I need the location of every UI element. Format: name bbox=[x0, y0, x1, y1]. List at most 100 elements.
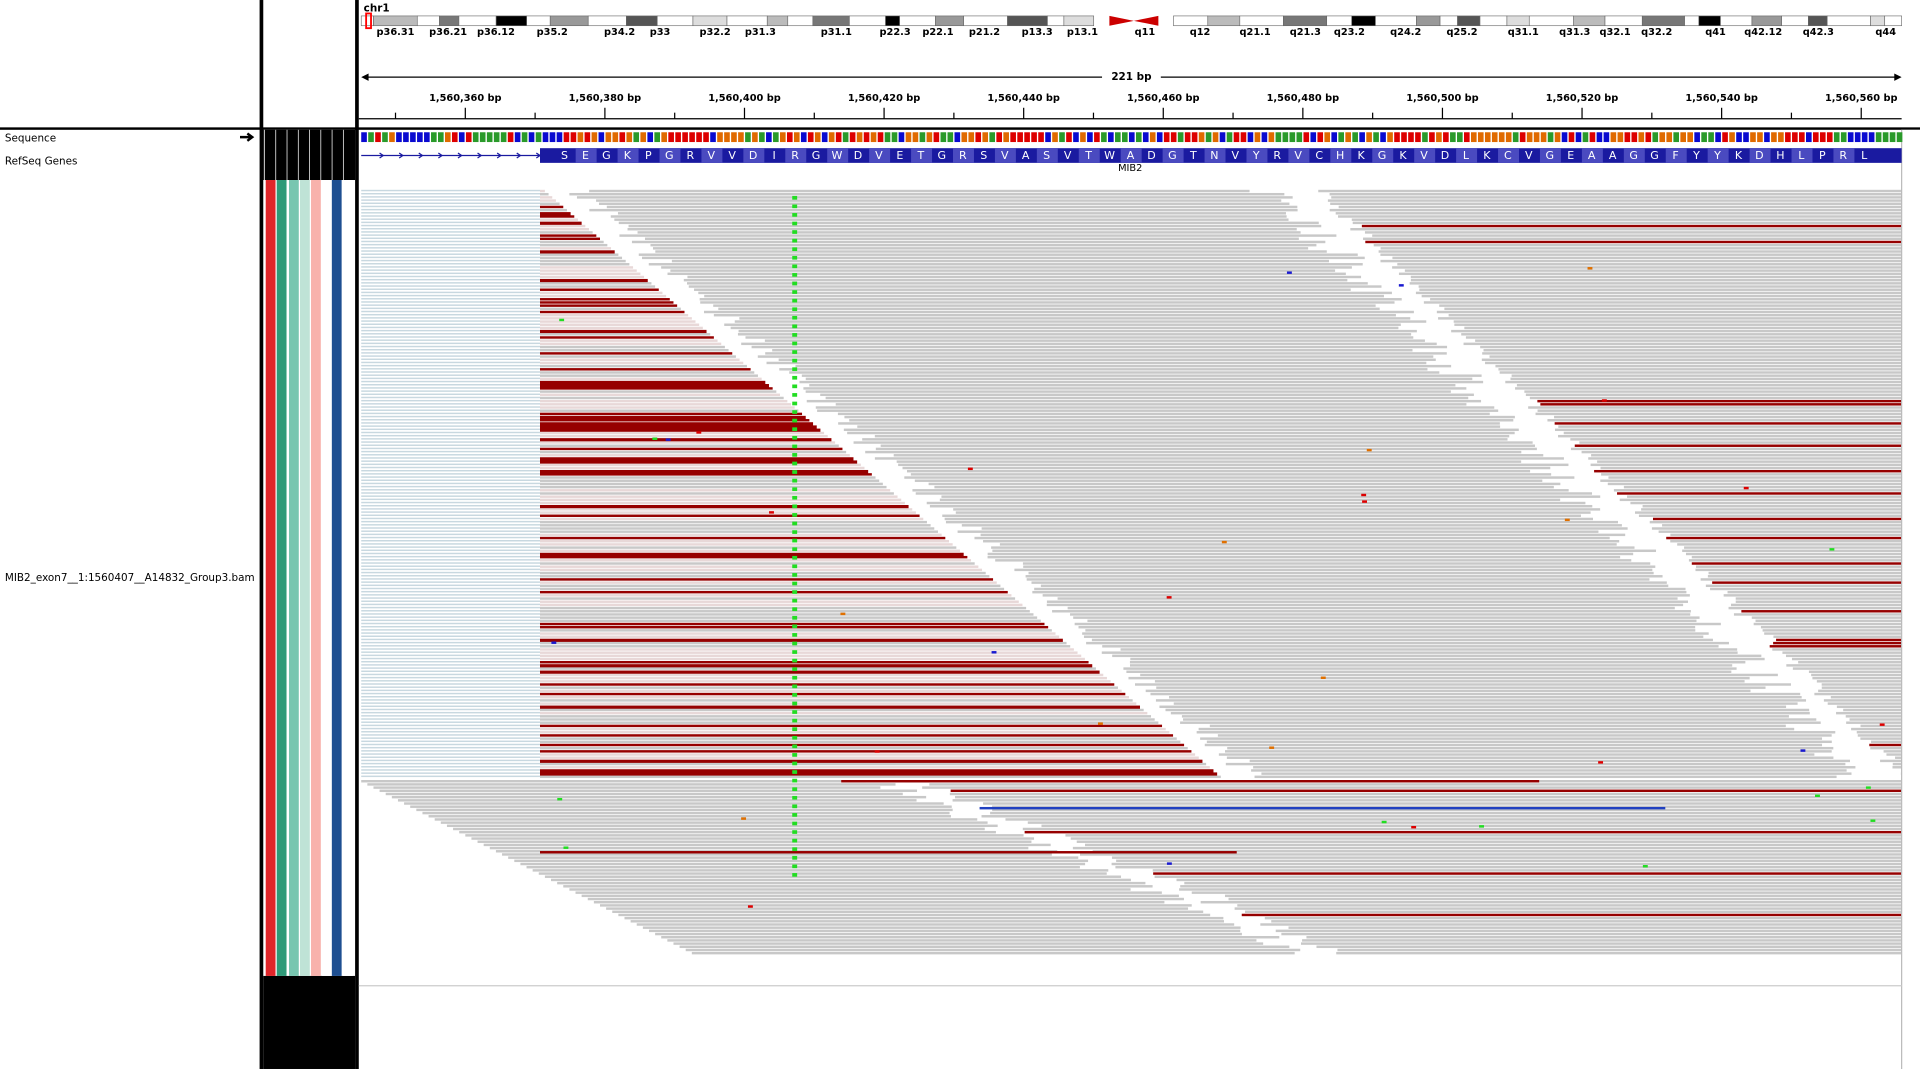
base bbox=[1806, 132, 1812, 143]
amino-acid: Y bbox=[1713, 149, 1721, 162]
codon-shade bbox=[994, 148, 1016, 163]
read bbox=[596, 199, 1282, 202]
amino-acid: W bbox=[1104, 149, 1115, 162]
read bbox=[685, 948, 1301, 952]
read bbox=[612, 910, 1204, 913]
band-label: q31.3 bbox=[1559, 27, 1590, 38]
base bbox=[1540, 132, 1547, 143]
read bbox=[540, 603, 1023, 607]
read bbox=[540, 667, 1096, 670]
base bbox=[1526, 132, 1533, 143]
read bbox=[1630, 501, 1902, 505]
read bbox=[540, 520, 927, 524]
read bbox=[844, 415, 1515, 419]
read bbox=[914, 479, 1543, 482]
base bbox=[1722, 132, 1728, 143]
base bbox=[1024, 132, 1030, 143]
read bbox=[1827, 702, 1902, 705]
read bbox=[361, 699, 540, 701]
read bbox=[569, 192, 1285, 196]
mismatch bbox=[792, 341, 798, 346]
read bbox=[540, 301, 674, 304]
read bbox=[1658, 530, 1902, 533]
band bbox=[1239, 15, 1284, 27]
base bbox=[1750, 132, 1756, 143]
read bbox=[361, 358, 540, 361]
read bbox=[637, 231, 1301, 234]
read bbox=[589, 189, 1250, 193]
read bbox=[540, 364, 747, 368]
read bbox=[361, 543, 540, 545]
codon-shade bbox=[1204, 148, 1226, 163]
read bbox=[1159, 705, 1787, 709]
read bbox=[655, 250, 1327, 253]
mismatch bbox=[967, 467, 973, 471]
read bbox=[540, 377, 762, 381]
read bbox=[1499, 371, 1902, 374]
read bbox=[361, 622, 540, 625]
base bbox=[752, 132, 758, 143]
base bbox=[1233, 132, 1240, 143]
strand-arrow[interactable] bbox=[240, 132, 255, 142]
codon-shade bbox=[785, 148, 807, 163]
base bbox=[1261, 132, 1268, 143]
read bbox=[934, 485, 1554, 489]
read bbox=[361, 419, 540, 421]
base bbox=[849, 132, 856, 143]
amino-acid: D bbox=[749, 149, 757, 162]
read bbox=[540, 775, 1221, 779]
read bbox=[540, 259, 626, 263]
read bbox=[540, 584, 1001, 588]
read bbox=[1421, 294, 1902, 298]
read bbox=[1755, 619, 1902, 623]
read bbox=[361, 288, 540, 290]
read bbox=[679, 945, 1290, 949]
read bbox=[540, 482, 883, 486]
read bbox=[361, 753, 540, 755]
read bbox=[361, 549, 540, 552]
mismatch bbox=[792, 795, 798, 800]
mismatch bbox=[1870, 819, 1876, 822]
read bbox=[540, 310, 685, 314]
read bbox=[540, 613, 1034, 616]
read bbox=[1065, 834, 1902, 837]
read bbox=[772, 348, 1413, 352]
read bbox=[540, 438, 832, 442]
read bbox=[361, 559, 540, 561]
band-label: q23.2 bbox=[1334, 27, 1365, 38]
read bbox=[361, 769, 540, 771]
read bbox=[1034, 587, 1686, 591]
read bbox=[540, 447, 843, 451]
read bbox=[1751, 616, 1902, 619]
band bbox=[1457, 15, 1481, 27]
read bbox=[1727, 590, 1902, 594]
amino-acid: N bbox=[1210, 149, 1218, 162]
read bbox=[906, 469, 1531, 473]
codon-shade bbox=[659, 148, 681, 163]
read bbox=[1581, 450, 1902, 454]
read bbox=[806, 399, 1482, 403]
amino-acid: K bbox=[1357, 149, 1365, 162]
amino-acid: D bbox=[1755, 149, 1763, 162]
read bbox=[1438, 317, 1902, 320]
base bbox=[1694, 132, 1700, 143]
read bbox=[540, 387, 773, 390]
read bbox=[1515, 387, 1902, 390]
mismatch bbox=[1879, 723, 1885, 726]
mismatch bbox=[1865, 786, 1871, 789]
read bbox=[847, 431, 1515, 435]
read bbox=[1649, 520, 1902, 524]
read bbox=[540, 221, 582, 226]
read bbox=[361, 501, 540, 504]
band-label: p36.12 bbox=[477, 27, 515, 38]
band bbox=[1439, 15, 1458, 27]
read bbox=[361, 590, 540, 593]
amino-acid: K bbox=[1483, 149, 1491, 162]
read bbox=[1547, 419, 1902, 422]
mismatch bbox=[792, 530, 798, 534]
read bbox=[1601, 473, 1902, 476]
read bbox=[361, 221, 540, 224]
read bbox=[540, 546, 957, 549]
intron-arrow bbox=[418, 152, 424, 159]
read bbox=[532, 869, 1109, 872]
